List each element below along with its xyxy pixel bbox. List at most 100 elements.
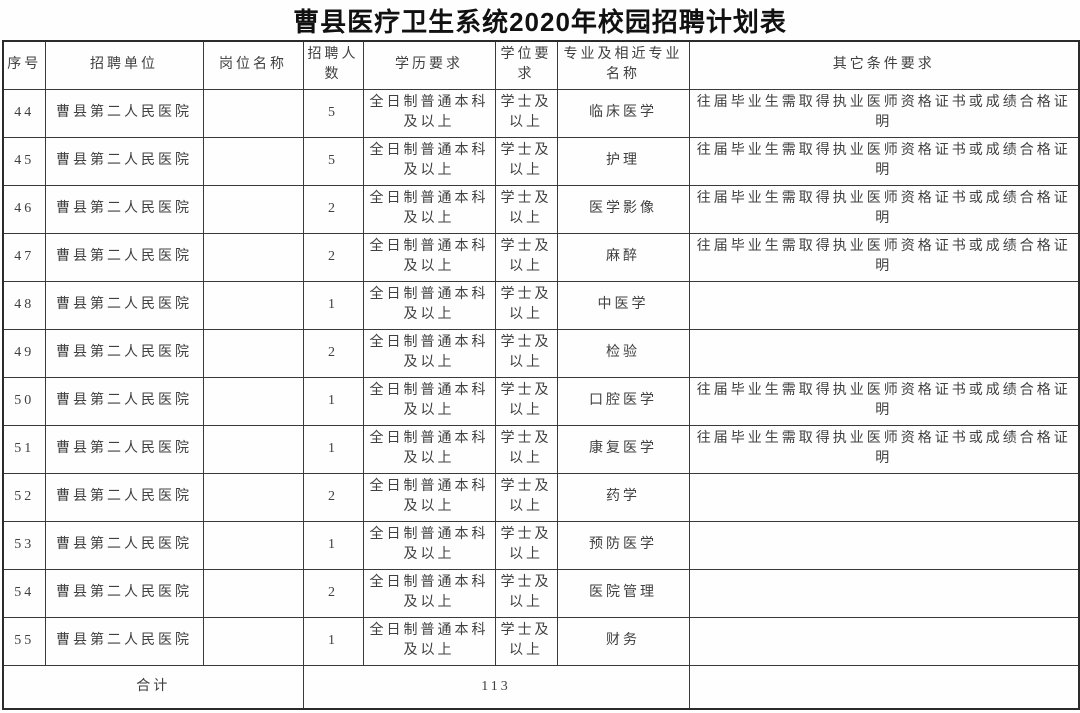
header-row: 序号 招聘单位 岗位名称 招聘人数 学历要求 学位要求 专业及相近专业名称 其它…: [2, 40, 1080, 90]
count-cell: 5: [302, 136, 364, 186]
major-cell: 口腔医学: [556, 376, 690, 426]
degree-cell: 学士及以上: [494, 424, 558, 474]
education-cell: 全日制普通本科及以上: [362, 280, 496, 330]
table-body: 44 曹县第二人民医院 5 全日制普通本科及以上 学士及以上 临床医学 往届毕业…: [2, 88, 1080, 666]
degree-cell: 学士及以上: [494, 232, 558, 282]
total-row: 合计 113: [2, 664, 1080, 710]
education-cell: 全日制普通本科及以上: [362, 232, 496, 282]
other-cell: [688, 616, 1080, 666]
seq-cell: 52: [2, 472, 46, 522]
position-cell: [202, 280, 304, 330]
degree-cell: 学士及以上: [494, 616, 558, 666]
education-cell: 全日制普通本科及以上: [362, 184, 496, 234]
table-row: 48 曹县第二人民医院 1 全日制普通本科及以上 学士及以上 中医学: [2, 280, 1080, 330]
degree-cell: 学士及以上: [494, 136, 558, 186]
table-header: 序号 招聘单位 岗位名称 招聘人数 学历要求 学位要求 专业及相近专业名称 其它…: [2, 40, 1080, 90]
header-major: 专业及相近专业名称: [556, 40, 690, 90]
table-row: 49 曹县第二人民医院 2 全日制普通本科及以上 学士及以上 检验: [2, 328, 1080, 378]
header-degree: 学位要求: [494, 40, 558, 90]
degree-cell: 学士及以上: [494, 328, 558, 378]
position-cell: [202, 184, 304, 234]
degree-cell: 学士及以上: [494, 520, 558, 570]
header-count: 招聘人数: [302, 40, 364, 90]
seq-cell: 45: [2, 136, 46, 186]
position-cell: [202, 88, 304, 138]
seq-cell: 53: [2, 520, 46, 570]
count-cell: 1: [302, 616, 364, 666]
unit-cell: 曹县第二人民医院: [44, 88, 204, 138]
unit-cell: 曹县第二人民医院: [44, 472, 204, 522]
major-cell: 财务: [556, 616, 690, 666]
table-row: 46 曹县第二人民医院 2 全日制普通本科及以上 学士及以上 医学影像 往届毕业…: [2, 184, 1080, 234]
major-cell: 中医学: [556, 280, 690, 330]
education-cell: 全日制普通本科及以上: [362, 328, 496, 378]
unit-cell: 曹县第二人民医院: [44, 136, 204, 186]
position-cell: [202, 424, 304, 474]
count-cell: 5: [302, 88, 364, 138]
table-row: 50 曹县第二人民医院 1 全日制普通本科及以上 学士及以上 口腔医学 往届毕业…: [2, 376, 1080, 426]
table-row: 47 曹县第二人民医院 2 全日制普通本科及以上 学士及以上 麻醉 往届毕业生需…: [2, 232, 1080, 282]
table-row: 53 曹县第二人民医院 1 全日制普通本科及以上 学士及以上 预防医学: [2, 520, 1080, 570]
degree-cell: 学士及以上: [494, 88, 558, 138]
education-cell: 全日制普通本科及以上: [362, 376, 496, 426]
education-cell: 全日制普通本科及以上: [362, 568, 496, 618]
seq-cell: 55: [2, 616, 46, 666]
position-cell: [202, 568, 304, 618]
education-cell: 全日制普通本科及以上: [362, 136, 496, 186]
count-cell: 1: [302, 376, 364, 426]
table-row: 45 曹县第二人民医院 5 全日制普通本科及以上 学士及以上 护理 往届毕业生需…: [2, 136, 1080, 186]
table-row: 51 曹县第二人民医院 1 全日制普通本科及以上 学士及以上 康复医学 往届毕业…: [2, 424, 1080, 474]
seq-cell: 47: [2, 232, 46, 282]
recruitment-plan-table: 序号 招聘单位 岗位名称 招聘人数 学历要求 学位要求 专业及相近专业名称 其它…: [2, 40, 1080, 710]
unit-cell: 曹县第二人民医院: [44, 520, 204, 570]
education-cell: 全日制普通本科及以上: [362, 424, 496, 474]
seq-cell: 48: [2, 280, 46, 330]
degree-cell: 学士及以上: [494, 184, 558, 234]
unit-cell: 曹县第二人民医院: [44, 616, 204, 666]
header-education: 学历要求: [362, 40, 496, 90]
table-row: 44 曹县第二人民医院 5 全日制普通本科及以上 学士及以上 临床医学 往届毕业…: [2, 88, 1080, 138]
unit-cell: 曹县第二人民医院: [44, 184, 204, 234]
seq-cell: 54: [2, 568, 46, 618]
header-unit: 招聘单位: [44, 40, 204, 90]
table-row: 54 曹县第二人民医院 2 全日制普通本科及以上 学士及以上 医院管理: [2, 568, 1080, 618]
seq-cell: 50: [2, 376, 46, 426]
unit-cell: 曹县第二人民医院: [44, 232, 204, 282]
other-cell: [688, 520, 1080, 570]
education-cell: 全日制普通本科及以上: [362, 520, 496, 570]
position-cell: [202, 376, 304, 426]
table-row: 55 曹县第二人民医院 1 全日制普通本科及以上 学士及以上 财务: [2, 616, 1080, 666]
other-cell: 往届毕业生需取得执业医师资格证书或成绩合格证明: [688, 88, 1080, 138]
major-cell: 医院管理: [556, 568, 690, 618]
unit-cell: 曹县第二人民医院: [44, 328, 204, 378]
major-cell: 护理: [556, 136, 690, 186]
degree-cell: 学士及以上: [494, 280, 558, 330]
other-cell: [688, 328, 1080, 378]
count-cell: 2: [302, 184, 364, 234]
position-cell: [202, 232, 304, 282]
seq-cell: 44: [2, 88, 46, 138]
major-cell: 康复医学: [556, 424, 690, 474]
other-cell: 往届毕业生需取得执业医师资格证书或成绩合格证明: [688, 184, 1080, 234]
header-seq: 序号: [2, 40, 46, 90]
position-cell: [202, 472, 304, 522]
count-cell: 2: [302, 232, 364, 282]
table-row: 52 曹县第二人民医院 2 全日制普通本科及以上 学士及以上 药学: [2, 472, 1080, 522]
total-count: 113: [302, 664, 690, 710]
total-label: 合计: [2, 664, 304, 710]
unit-cell: 曹县第二人民医院: [44, 280, 204, 330]
header-other: 其它条件要求: [688, 40, 1080, 90]
other-cell: 往届毕业生需取得执业医师资格证书或成绩合格证明: [688, 376, 1080, 426]
unit-cell: 曹县第二人民医院: [44, 376, 204, 426]
count-cell: 2: [302, 472, 364, 522]
seq-cell: 49: [2, 328, 46, 378]
table-footer: 合计 113: [2, 664, 1080, 710]
degree-cell: 学士及以上: [494, 376, 558, 426]
seq-cell: 46: [2, 184, 46, 234]
major-cell: 药学: [556, 472, 690, 522]
other-cell: [688, 568, 1080, 618]
position-cell: [202, 616, 304, 666]
education-cell: 全日制普通本科及以上: [362, 616, 496, 666]
other-cell: [688, 280, 1080, 330]
